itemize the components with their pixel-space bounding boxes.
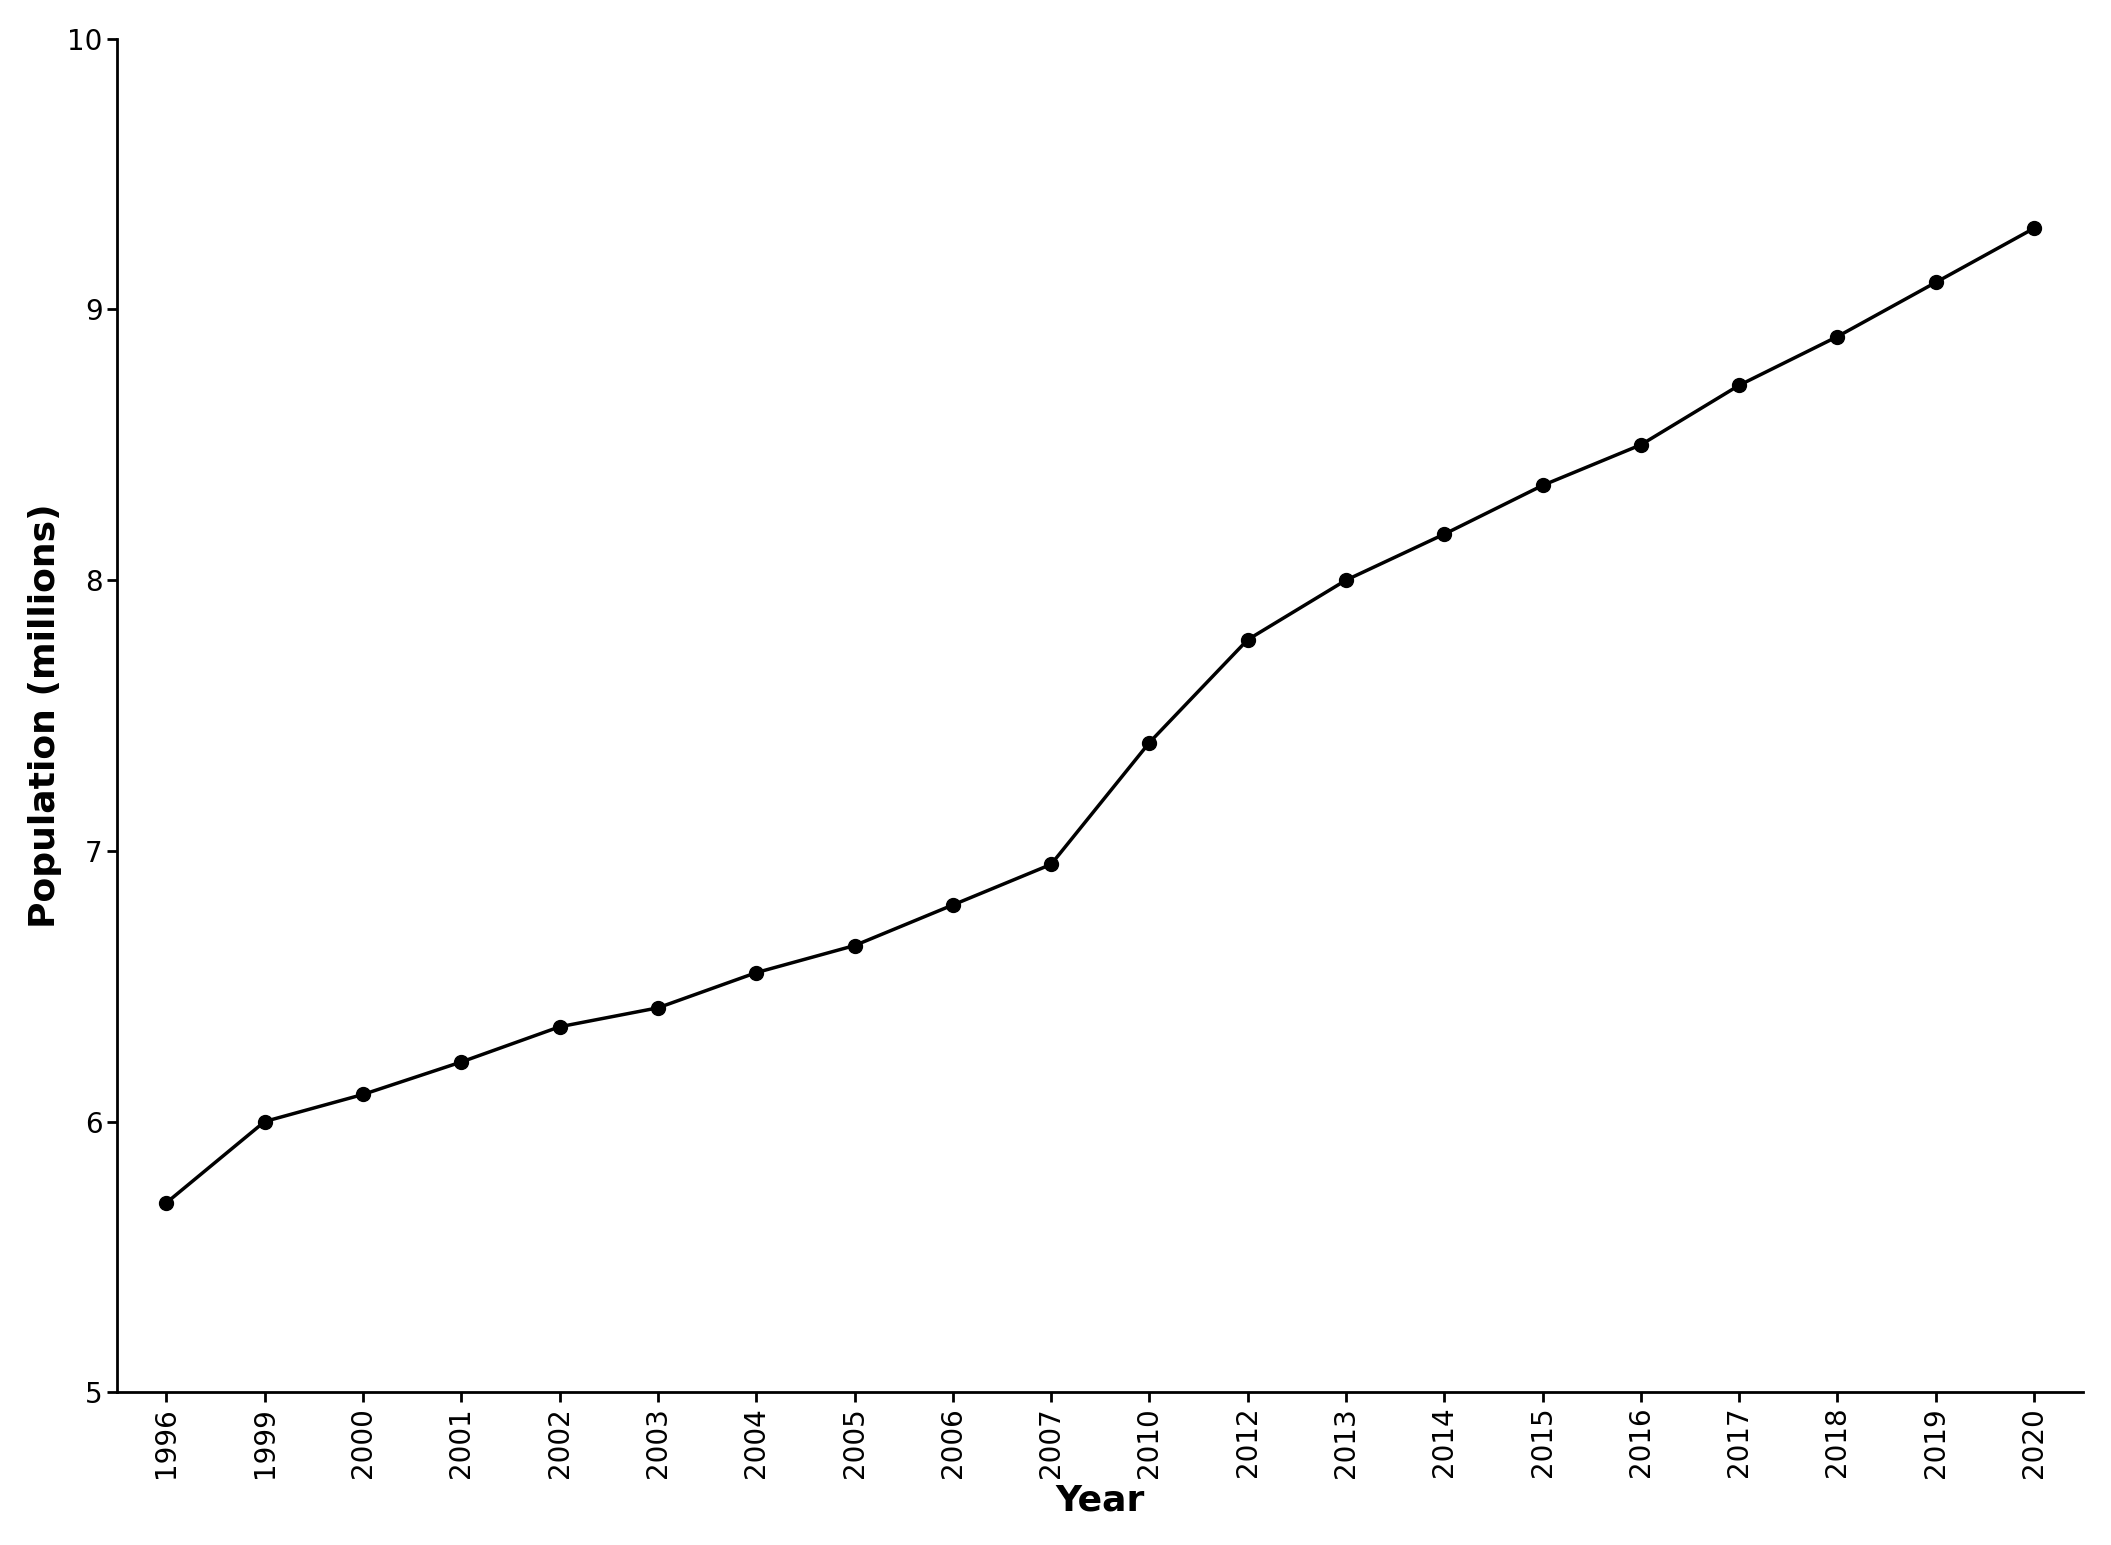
X-axis label: Year: Year bbox=[1056, 1483, 1144, 1517]
Y-axis label: Population (millions): Population (millions) bbox=[27, 504, 61, 929]
